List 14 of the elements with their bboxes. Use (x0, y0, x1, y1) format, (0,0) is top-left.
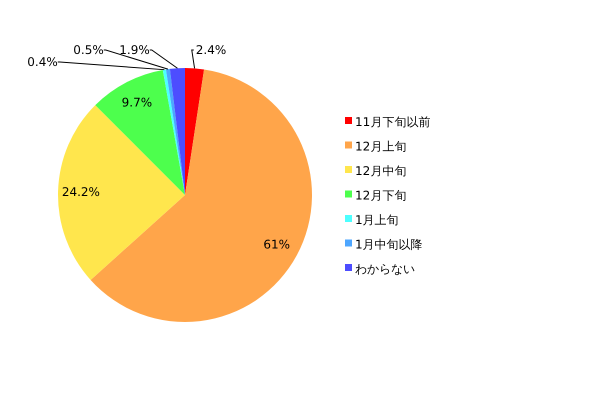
data-label: 2.4% (196, 43, 226, 57)
data-label: 9.7% (122, 96, 152, 110)
data-label: 24.2% (62, 185, 100, 200)
data-label: 1.9% (119, 43, 150, 57)
data-label: 61% (263, 237, 290, 252)
legend-label: 11月下旬以前 (355, 115, 430, 129)
legend-label: わからない (355, 262, 415, 276)
legend-label: 1月中旬以降 (355, 238, 423, 252)
legend-label: 1月上旬 (355, 213, 399, 227)
legend-label: 12月下旬 (355, 188, 406, 202)
legend-label: 12月上旬 (355, 140, 406, 154)
legend-label: 12月中旬 (355, 164, 406, 178)
data-label: 0.4% (27, 55, 58, 69)
data-label: 0.5% (73, 43, 104, 57)
